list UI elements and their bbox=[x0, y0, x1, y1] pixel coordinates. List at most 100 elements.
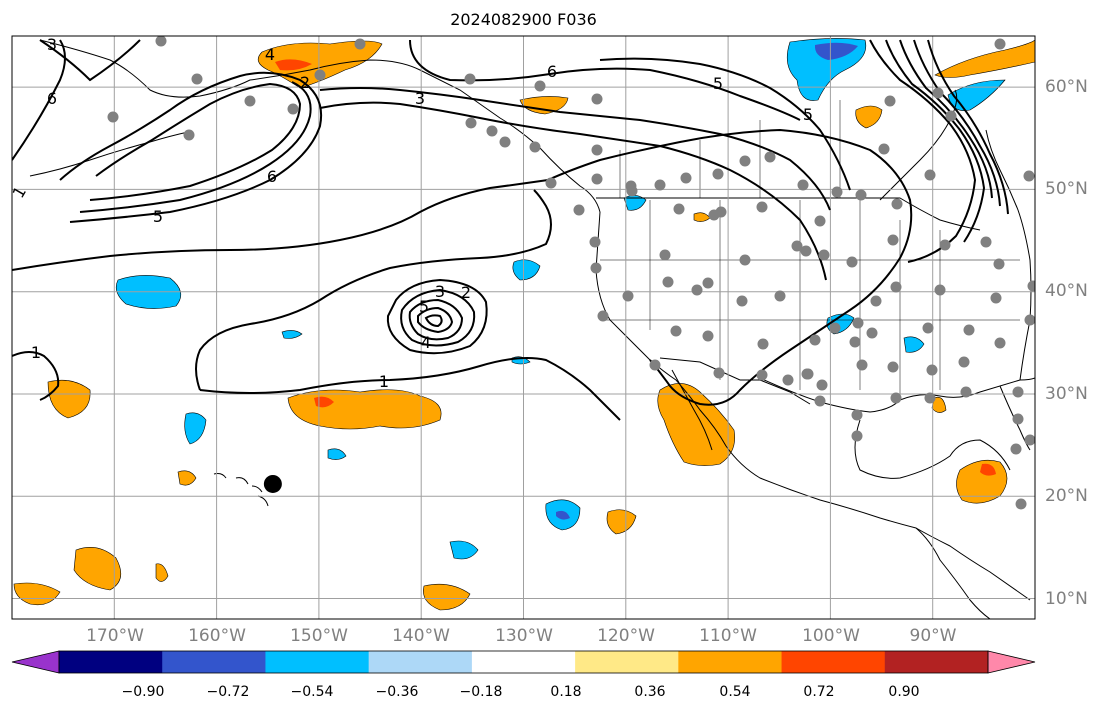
station-dot bbox=[499, 136, 511, 148]
contour-label: 5 bbox=[419, 297, 429, 316]
contour-layer bbox=[12, 39, 1009, 421]
station-dot bbox=[831, 186, 843, 198]
station-dot bbox=[1024, 314, 1035, 326]
anomaly-positive-east-pacific bbox=[606, 509, 637, 535]
colorbar-segment bbox=[368, 651, 473, 673]
contour-label: 2 bbox=[300, 73, 310, 92]
lon-tick-label: 90°W bbox=[909, 626, 957, 646]
station-dot bbox=[712, 168, 724, 180]
anomaly-strong-yucatan bbox=[980, 463, 996, 476]
station-dot bbox=[591, 93, 603, 105]
station-dot bbox=[814, 215, 826, 227]
contour-2-nw bbox=[39, 39, 141, 82]
lat-tick-label: 40°N bbox=[1045, 281, 1088, 301]
coastline-yucatan bbox=[854, 419, 1011, 479]
colorbar-tick-label: 0.18 bbox=[550, 684, 582, 700]
colorbar-segment bbox=[575, 651, 679, 673]
contour-3-low bbox=[400, 288, 476, 347]
station-dot bbox=[702, 330, 714, 342]
anomaly-negative-louisiana bbox=[903, 336, 925, 353]
contour-5-north bbox=[599, 57, 851, 191]
anomaly-negative-tropics-a bbox=[449, 540, 479, 560]
station-dot bbox=[659, 249, 671, 261]
station-dot bbox=[958, 356, 970, 368]
colorbar-segment bbox=[265, 651, 370, 673]
coastline-hawaii bbox=[213, 473, 269, 507]
station-dot bbox=[890, 281, 902, 293]
colorbar-extend-low bbox=[11, 650, 60, 674]
contour-4-low bbox=[408, 298, 464, 341]
coastline-us-west bbox=[595, 211, 991, 619]
station-dot bbox=[654, 179, 666, 191]
station-dot bbox=[800, 245, 812, 257]
contour-5-aleutian-b bbox=[79, 81, 312, 213]
station-dot bbox=[856, 359, 868, 371]
station-dot bbox=[866, 327, 878, 339]
station-dot bbox=[922, 322, 934, 334]
contour-5-aleutian bbox=[59, 71, 322, 223]
station-dot bbox=[934, 284, 946, 296]
contour-1-nw bbox=[12, 39, 66, 161]
station-dot bbox=[1012, 413, 1024, 425]
contour-east-5 bbox=[927, 39, 1009, 215]
colorbar-tick-label: −0.72 bbox=[206, 684, 250, 700]
station-dot bbox=[891, 198, 903, 210]
station-dot bbox=[926, 364, 938, 376]
anomaly-positive-hudson bbox=[855, 105, 883, 129]
contour-label: 5 bbox=[713, 74, 723, 93]
station-dot bbox=[107, 111, 119, 123]
map-frame bbox=[11, 35, 1036, 620]
station-dot bbox=[764, 151, 776, 163]
colorbar-segment bbox=[162, 651, 266, 673]
contour-3-north bbox=[319, 87, 831, 211]
anomaly-negative-canada-core bbox=[814, 42, 858, 60]
contour-label: 6 bbox=[547, 62, 557, 81]
contour-1-ocean-b bbox=[199, 357, 621, 421]
station-dot bbox=[814, 395, 826, 407]
station-dot bbox=[739, 254, 751, 266]
anomaly-positive-subtropical-c bbox=[287, 389, 442, 430]
station-dot bbox=[1010, 443, 1022, 455]
coastline-central-america bbox=[915, 527, 1031, 601]
station-dot bbox=[990, 292, 1002, 304]
contour-label: 6 bbox=[47, 89, 57, 108]
border-us-canada bbox=[596, 197, 981, 231]
coastline-baja bbox=[671, 369, 713, 451]
station-dot bbox=[662, 276, 674, 288]
anomaly-positive-tropics-b bbox=[155, 563, 169, 582]
station-dot bbox=[802, 368, 814, 380]
contour-6-low bbox=[424, 314, 443, 328]
contour-5-low bbox=[417, 306, 454, 334]
anomaly-positive-subtropical-w bbox=[47, 379, 91, 419]
station-dot bbox=[994, 337, 1006, 349]
contour-1-west bbox=[12, 351, 60, 401]
border-canada-provinces bbox=[619, 100, 841, 198]
colorbar-segment bbox=[781, 651, 886, 673]
anomaly-positive-baja bbox=[657, 383, 735, 466]
lat-tick-label: 60°N bbox=[1045, 77, 1088, 97]
contour-label: 1 bbox=[379, 372, 389, 391]
station-dot bbox=[545, 177, 557, 189]
anomaly-strong-gulf-alaska bbox=[275, 59, 312, 71]
station-dot bbox=[791, 240, 803, 252]
anomaly-positive-greenland bbox=[934, 39, 1035, 78]
station-dot bbox=[591, 173, 603, 185]
station-dot bbox=[534, 80, 546, 92]
station-dot bbox=[713, 367, 725, 379]
colorbar-tick-label: 0.54 bbox=[719, 684, 751, 700]
station-dot bbox=[890, 392, 902, 404]
lon-tick-label: 160°W bbox=[188, 626, 246, 646]
station-dot bbox=[887, 234, 899, 246]
colorbar-segment bbox=[471, 651, 576, 673]
lon-tick-label: 150°W bbox=[290, 626, 348, 646]
map-title: 2024082900 F036 bbox=[450, 10, 597, 29]
station-dot bbox=[573, 204, 585, 216]
anomaly-positive-hawaii-nw bbox=[177, 470, 197, 486]
contour-label: 3 bbox=[415, 89, 425, 108]
contour-label: 4 bbox=[421, 333, 431, 352]
station-dot bbox=[980, 236, 992, 248]
station-dot bbox=[774, 290, 786, 302]
colorbar bbox=[11, 650, 1036, 674]
colorbar-segment bbox=[59, 651, 163, 673]
